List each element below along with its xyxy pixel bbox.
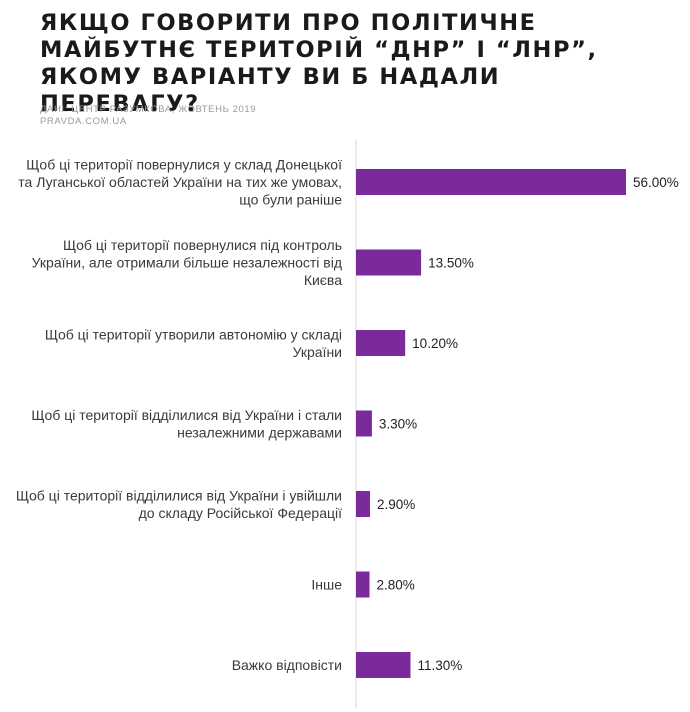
value-label: 56.00% bbox=[633, 175, 679, 190]
source-note: ДАНІ: ЦЕНТР РАЗУМКОВА, ЖОВТЕНЬ 2019 PRAV… bbox=[40, 104, 256, 128]
bar bbox=[356, 169, 626, 195]
bar bbox=[356, 491, 370, 517]
bar bbox=[356, 652, 411, 678]
source-line: ДАНІ: ЦЕНТР РАЗУМКОВА, ЖОВТЕНЬ 2019 bbox=[40, 104, 257, 115]
category-label: Інше bbox=[311, 577, 342, 593]
value-label: 2.80% bbox=[377, 578, 415, 593]
value-label: 13.50% bbox=[428, 256, 474, 271]
source-site: PRAVDA.COM.UA bbox=[40, 116, 127, 127]
bar bbox=[356, 249, 422, 276]
category-label: Щоб ці території утворили автономію у ск… bbox=[45, 326, 342, 360]
bar bbox=[356, 571, 370, 598]
value-label: 11.30% bbox=[417, 658, 462, 673]
category-label: Важко відповісти bbox=[232, 657, 342, 673]
chart-title: ЯКЩО ГОВОРИТИ ПРО ПОЛІТИЧНЕ МАЙБУТНЄ ТЕР… bbox=[40, 10, 598, 117]
category-label: Щоб ці території повернулися під контрол… bbox=[32, 237, 343, 288]
value-label: 10.20% bbox=[412, 336, 458, 351]
value-label: 2.90% bbox=[377, 497, 415, 512]
category-label: Щоб ці території відділилися від України… bbox=[31, 407, 342, 441]
category-label: Щоб ці території відділилися від України… bbox=[16, 487, 342, 521]
value-label: 3.30% bbox=[379, 417, 417, 432]
bar bbox=[356, 330, 406, 356]
category-label: Щоб ці території повернулися у склад Дон… bbox=[18, 157, 342, 208]
bar bbox=[356, 410, 372, 437]
